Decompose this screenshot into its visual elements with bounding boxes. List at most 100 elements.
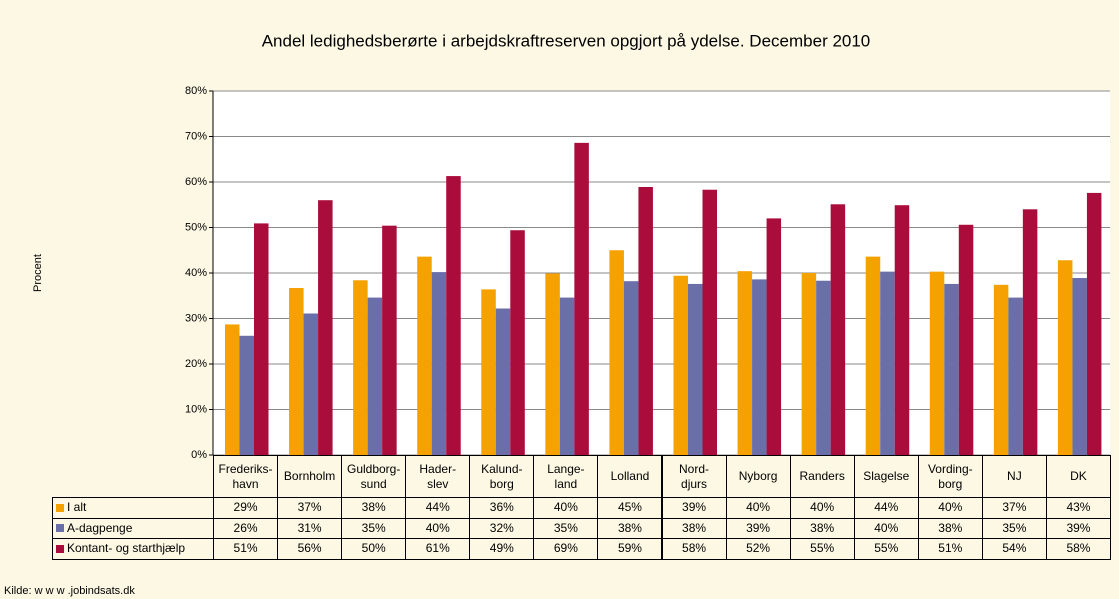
- value-label: 50%: [341, 538, 407, 560]
- value-label: 55%: [853, 538, 919, 560]
- bar: [702, 189, 717, 456]
- bar: [574, 142, 589, 455]
- value-label: 69%: [533, 538, 599, 560]
- bar: [225, 324, 240, 455]
- legend-key: [56, 524, 64, 533]
- bar: [1008, 297, 1023, 455]
- value-label: 44%: [405, 497, 471, 519]
- value-label: 39%: [661, 497, 727, 519]
- y-tick-label: 80%: [185, 85, 207, 97]
- bar: [254, 223, 269, 455]
- value-label: 32%: [469, 517, 535, 539]
- value-label: 39%: [725, 517, 791, 539]
- bar: [638, 187, 653, 455]
- bar: [1086, 192, 1102, 456]
- bar: [609, 250, 624, 455]
- bar: [1057, 260, 1073, 455]
- legend-label: Kontant- og starthjælp: [67, 541, 186, 556]
- bar: [830, 204, 846, 455]
- bar: [289, 288, 304, 455]
- value-label: 51%: [213, 538, 279, 560]
- category-label: Nyborg: [725, 455, 791, 498]
- value-label: 45%: [597, 497, 663, 519]
- legend-label: I alt: [67, 500, 87, 515]
- legend-label: A-dagpenge: [67, 520, 133, 535]
- value-label: 40%: [789, 497, 855, 519]
- bar: [880, 271, 895, 455]
- bar: [481, 289, 496, 455]
- value-label: 39%: [1045, 517, 1111, 539]
- category-label: Guldborg- sund: [341, 455, 407, 498]
- category-label: Kalund- borg: [469, 455, 535, 498]
- bar: [737, 271, 753, 455]
- category-label: Vording- borg: [917, 455, 983, 498]
- bar: [673, 275, 688, 455]
- category-label: Slagelse: [853, 455, 919, 498]
- y-axis-label: Procent: [32, 254, 44, 292]
- value-label: 51%: [917, 538, 983, 560]
- legend-entry: I alt: [52, 497, 214, 519]
- y-tick-label: 40%: [185, 267, 207, 279]
- bar: [382, 225, 397, 455]
- category-label: Hader- slev: [405, 455, 471, 498]
- value-label: 54%: [981, 538, 1047, 560]
- value-label: 40%: [405, 517, 471, 539]
- y-tick-label: 10%: [185, 403, 207, 415]
- bar: [801, 273, 817, 455]
- bar: [239, 335, 254, 455]
- legend-entry: Kontant- og starthjælp: [52, 538, 214, 560]
- category-label: Frederiks- havn: [213, 455, 279, 498]
- value-label: 37%: [277, 497, 343, 519]
- bar: [894, 205, 910, 455]
- y-tick-label: 0%: [191, 449, 207, 461]
- category-label: Bornholm: [277, 455, 343, 498]
- bar: [752, 279, 767, 455]
- bar: [495, 308, 511, 455]
- bar: [865, 256, 881, 455]
- bar: [417, 256, 432, 455]
- bar: [1072, 278, 1087, 455]
- y-tick-label: 20%: [185, 358, 207, 370]
- legend-key: [56, 503, 64, 512]
- legend-key: [56, 544, 64, 553]
- value-label: 49%: [469, 538, 535, 560]
- bar: [766, 218, 782, 455]
- value-label: 35%: [981, 517, 1047, 539]
- bar: [510, 230, 525, 455]
- category-label: Randers: [789, 455, 855, 498]
- bar: [929, 271, 945, 455]
- bar: [431, 272, 447, 455]
- category-label: NJ: [981, 455, 1047, 498]
- value-label: 38%: [597, 517, 663, 539]
- value-label: 38%: [661, 517, 727, 539]
- y-tick-label: 30%: [185, 312, 207, 324]
- bar: [993, 284, 1009, 455]
- value-label: 44%: [853, 497, 919, 519]
- category-label: Nord- djurs: [661, 455, 727, 498]
- value-label: 59%: [597, 538, 663, 560]
- value-label: 40%: [917, 497, 983, 519]
- value-label: 37%: [981, 497, 1047, 519]
- value-label: 38%: [341, 497, 407, 519]
- y-tick-label: 50%: [185, 221, 207, 233]
- bar: [446, 176, 461, 455]
- value-label: 61%: [405, 538, 471, 560]
- bar: [559, 297, 575, 455]
- bar: [353, 280, 368, 455]
- y-tick-label: 60%: [185, 176, 207, 188]
- bar: [944, 283, 959, 455]
- bar: [623, 281, 639, 455]
- value-label: 35%: [533, 517, 599, 539]
- bar: [367, 297, 383, 455]
- bar: [958, 224, 974, 455]
- category-label: Lange- land: [533, 455, 599, 498]
- bar: [545, 273, 560, 455]
- value-label: 36%: [469, 497, 535, 519]
- bar: [303, 313, 319, 455]
- value-label: 58%: [661, 538, 727, 560]
- legend-entry: A-dagpenge: [52, 517, 214, 539]
- value-label: 58%: [1045, 538, 1111, 560]
- value-label: 52%: [725, 538, 791, 560]
